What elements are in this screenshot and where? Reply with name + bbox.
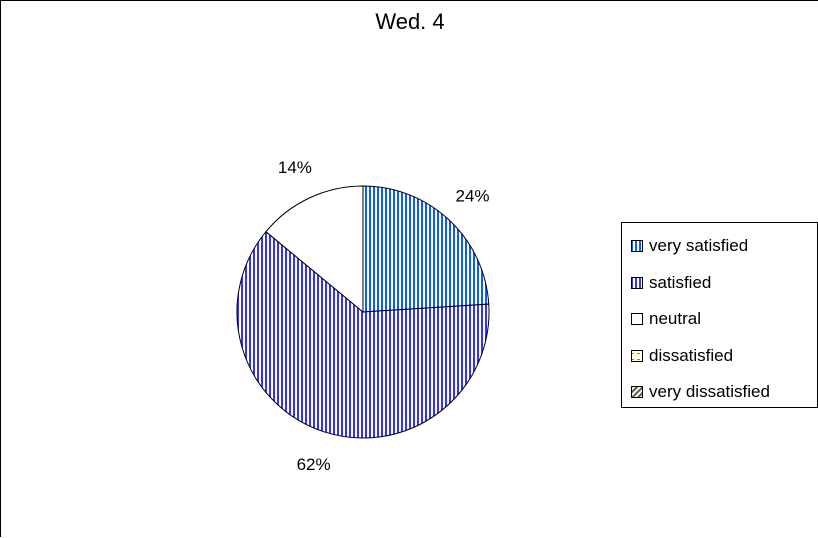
legend-swatch-neutral (631, 313, 643, 326)
pie-label-very-satisfied: 24% (455, 186, 489, 205)
legend-label-satisfied: satisfied (649, 272, 712, 292)
legend-item-very-dissatisfied: very dissatisfied (622, 374, 817, 411)
pie-slice-very-satisfied (362, 185, 490, 313)
pie-slice-satisfied (236, 230, 490, 439)
legend-swatch-satisfied (631, 276, 643, 289)
legend: very satisfied satisfied neutral dissati… (621, 222, 818, 408)
pie-slice-neutral (265, 185, 364, 314)
legend-label-very-dissatisfied: very dissatisfied (649, 382, 770, 402)
pie-label-satisfied: 62% (297, 455, 331, 474)
legend-label-very-satisfied: very satisfied (649, 236, 749, 256)
legend-item-neutral: neutral (622, 301, 817, 338)
legend-label-neutral: neutral (649, 309, 701, 329)
legend-swatch-very-dissatisfied (631, 386, 643, 399)
legend-label-dissatisfied: dissatisfied (649, 345, 734, 365)
legend-swatch-very-satisfied (631, 240, 643, 253)
legend-item-very-satisfied: very satisfied (622, 228, 817, 265)
legend-item-satisfied: satisfied (622, 265, 817, 302)
pie-label-neutral: 14% (278, 158, 312, 177)
legend-swatch-dissatisfied (631, 349, 643, 362)
chart-title: Wed. 4 (375, 9, 445, 34)
legend-item-dissatisfied: dissatisfied (622, 338, 817, 375)
